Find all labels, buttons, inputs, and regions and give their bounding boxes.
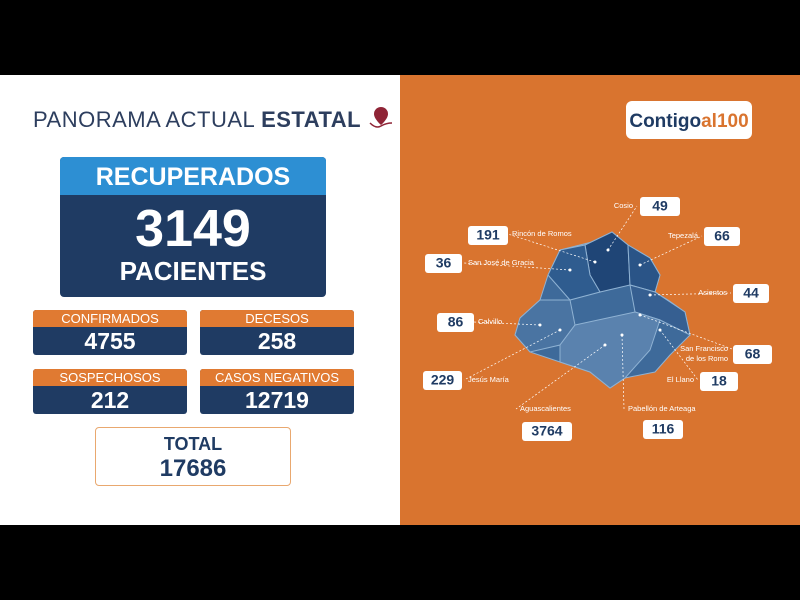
- leader-line: [621, 334, 625, 410]
- municipio-dot: [638, 313, 642, 317]
- recuperados-value: 3149: [135, 200, 251, 258]
- municipio-value: 44: [743, 285, 759, 301]
- municipio-name: San José de Gracia: [468, 258, 535, 267]
- map-panel: Contigoal100 49 Cosio 191 Rincón de Romos 66…: [400, 75, 800, 525]
- value-box: [468, 226, 508, 245]
- value-box: [733, 345, 772, 364]
- stat-value: 258: [257, 328, 297, 354]
- stat-card: DECESOS 258: [200, 310, 354, 355]
- municipio-name: Jesús María: [468, 375, 510, 384]
- recuperados-card: RECUPERADOS 3149 PACIENTES: [60, 157, 326, 297]
- municipio-dot: [593, 260, 597, 264]
- municipio-value: 68: [745, 346, 761, 362]
- municipio-dot: [603, 343, 607, 347]
- title: PANORAMA ACTUAL ESTATAL: [33, 105, 394, 133]
- municipio-name: Aguascalientes: [520, 404, 571, 413]
- value-box: [643, 420, 683, 439]
- leader-line: [473, 321, 541, 326]
- municipio-shape: [627, 244, 661, 293]
- total-label: TOTAL: [163, 434, 223, 454]
- municipio-name: Rincón de Romos: [512, 229, 572, 238]
- municipio-value: 36: [436, 255, 452, 271]
- logo-main: Contigo: [629, 111, 702, 132]
- municipio-name: Pabellón de Arteaga: [628, 404, 696, 413]
- leader-line: [507, 233, 596, 263]
- municipio-value: 49: [652, 198, 668, 214]
- municipio-value: 229: [431, 372, 455, 388]
- municipio-name: Tepezalá: [668, 231, 699, 240]
- stat-card: CASOS NEGATIVOS 12719: [200, 369, 354, 414]
- leader-line: [659, 329, 699, 381]
- municipio-value: 116: [652, 421, 675, 437]
- stat-label: SOSPECHOSOS: [33, 369, 187, 386]
- leader-line: [639, 235, 703, 266]
- municipio-name: Calvillo: [478, 317, 502, 326]
- map: 49 Cosio 191 Rincón de Romos 66 Tepezalá 36 San…: [423, 197, 772, 441]
- municipio-shape: [514, 299, 576, 353]
- municipio-dot: [638, 263, 642, 267]
- logo-suffix: al100: [701, 111, 749, 132]
- stat-label: CASOS NEGATIVOS: [200, 369, 354, 386]
- municipio-shape: [559, 311, 661, 389]
- value-box: [704, 227, 740, 246]
- total-value: 17686: [159, 455, 227, 482]
- municipio-name: El Llano: [667, 375, 694, 384]
- title-bold: ESTATAL: [261, 107, 362, 132]
- municipio-dot: [658, 328, 662, 332]
- municipio-dot: [558, 328, 562, 332]
- recuperados-unit: PACIENTES: [119, 256, 267, 286]
- total-card: TOTAL 17686: [95, 427, 291, 486]
- leader-line: [639, 314, 733, 350]
- municipio-dot: [568, 268, 572, 272]
- summary-panel: PANORAMA ACTUAL ESTATAL RECUPERADOS 3149…: [0, 75, 400, 525]
- value-box: [437, 313, 474, 332]
- municipio-shape: [547, 244, 601, 301]
- municipio-name: Asientos: [698, 288, 727, 297]
- value-box: [522, 422, 572, 441]
- value-box: [700, 372, 738, 391]
- municipio-dot: [606, 248, 610, 252]
- municipio-name: Cosio: [614, 201, 633, 210]
- value-box: [423, 371, 462, 390]
- leader-line: [649, 292, 732, 296]
- municipio-value: 18: [711, 373, 727, 389]
- pin-icon: [369, 107, 392, 128]
- municipio-dot: [648, 293, 652, 297]
- municipio-value: 191: [476, 227, 500, 243]
- logo: Contigoal100: [626, 101, 752, 139]
- title-light: PANORAMA ACTUAL: [33, 107, 255, 132]
- stat-value: 212: [90, 387, 130, 413]
- municipio-name: San Francisco de los Romo: [680, 344, 728, 363]
- stat-card: SOSPECHOSOS 212: [33, 369, 187, 414]
- stat-card: CONFIRMADOS 4755: [33, 310, 187, 355]
- stat-label: CONFIRMADOS: [33, 310, 187, 327]
- municipio-dot: [620, 333, 624, 337]
- leader-line: [607, 205, 638, 251]
- municipio-value: 3764: [531, 423, 562, 439]
- stat-label: DECESOS: [200, 310, 354, 327]
- recuperados-label: RECUPERADOS: [60, 157, 326, 195]
- municipio-value: 66: [714, 228, 730, 244]
- municipio-dot: [538, 323, 542, 327]
- stat-value: 12719: [245, 387, 309, 413]
- stat-value: 4755: [84, 328, 136, 354]
- value-box: [640, 197, 680, 216]
- municipio-value: 86: [448, 314, 464, 330]
- leader-line: [463, 262, 571, 271]
- value-box: [425, 254, 462, 273]
- map-shapes: [514, 231, 691, 389]
- value-box: [733, 284, 769, 303]
